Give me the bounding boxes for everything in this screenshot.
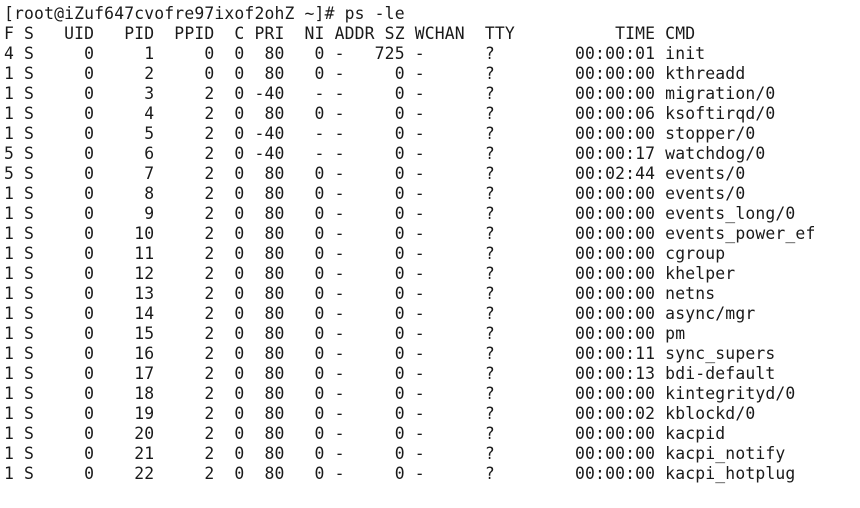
process-row: 1 S 0 5 2 0 -40 - - 0 - ? 00:00:00 stopp… bbox=[4, 124, 756, 143]
process-row: 1 S 0 18 2 0 80 0 - 0 - ? 00:00:00 kinte… bbox=[4, 384, 796, 403]
process-row: 4 S 0 1 0 0 80 0 - 725 - ? 00:00:01 init bbox=[4, 44, 706, 63]
process-row: 1 S 0 12 2 0 80 0 - 0 - ? 00:00:00 khelp… bbox=[4, 264, 736, 283]
process-row: 1 S 0 21 2 0 80 0 - 0 - ? 00:00:00 kacpi… bbox=[4, 444, 786, 463]
process-row: 1 S 0 10 2 0 80 0 - 0 - ? 00:00:00 event… bbox=[4, 224, 816, 243]
process-row: 1 S 0 22 2 0 80 0 - 0 - ? 00:00:00 kacpi… bbox=[4, 464, 796, 483]
process-row: 1 S 0 15 2 0 80 0 - 0 - ? 00:00:00 pm bbox=[4, 324, 686, 343]
process-row: 1 S 0 3 2 0 -40 - - 0 - ? 00:00:00 migra… bbox=[4, 84, 776, 103]
process-row: 1 S 0 2 0 0 80 0 - 0 - ? 00:00:00 kthrea… bbox=[4, 64, 746, 83]
process-row: 1 S 0 8 2 0 80 0 - 0 - ? 00:00:00 events… bbox=[4, 184, 746, 203]
process-row: 1 S 0 20 2 0 80 0 - 0 - ? 00:00:00 kacpi… bbox=[4, 424, 726, 443]
process-row: 1 S 0 4 2 0 80 0 - 0 - ? 00:00:06 ksofti… bbox=[4, 104, 776, 123]
process-row: 1 S 0 11 2 0 80 0 - 0 - ? 00:00:00 cgrou… bbox=[4, 244, 726, 263]
process-row: 1 S 0 17 2 0 80 0 - 0 - ? 00:00:13 bdi-d… bbox=[4, 364, 776, 383]
process-row: 1 S 0 19 2 0 80 0 - 0 - ? 00:00:02 kbloc… bbox=[4, 404, 756, 423]
process-row: 1 S 0 14 2 0 80 0 - 0 - ? 00:00:00 async… bbox=[4, 304, 756, 323]
ps-header-line: F S UID PID PPID C PRI NI ADDR SZ WCHAN … bbox=[4, 24, 696, 43]
process-row: 5 S 0 7 2 0 80 0 - 0 - ? 00:02:44 events… bbox=[4, 164, 746, 183]
command-prompt-line: [root@iZuf647cvofre97ixof2ohZ ~]# ps -le bbox=[4, 4, 405, 23]
process-row: 1 S 0 9 2 0 80 0 - 0 - ? 00:00:00 events… bbox=[4, 204, 796, 223]
process-row: 5 S 0 6 2 0 -40 - - 0 - ? 00:00:17 watch… bbox=[4, 144, 766, 163]
process-row: 1 S 0 16 2 0 80 0 - 0 - ? 00:00:11 sync_… bbox=[4, 344, 776, 363]
process-row: 1 S 0 13 2 0 80 0 - 0 - ? 00:00:00 netns bbox=[4, 284, 716, 303]
